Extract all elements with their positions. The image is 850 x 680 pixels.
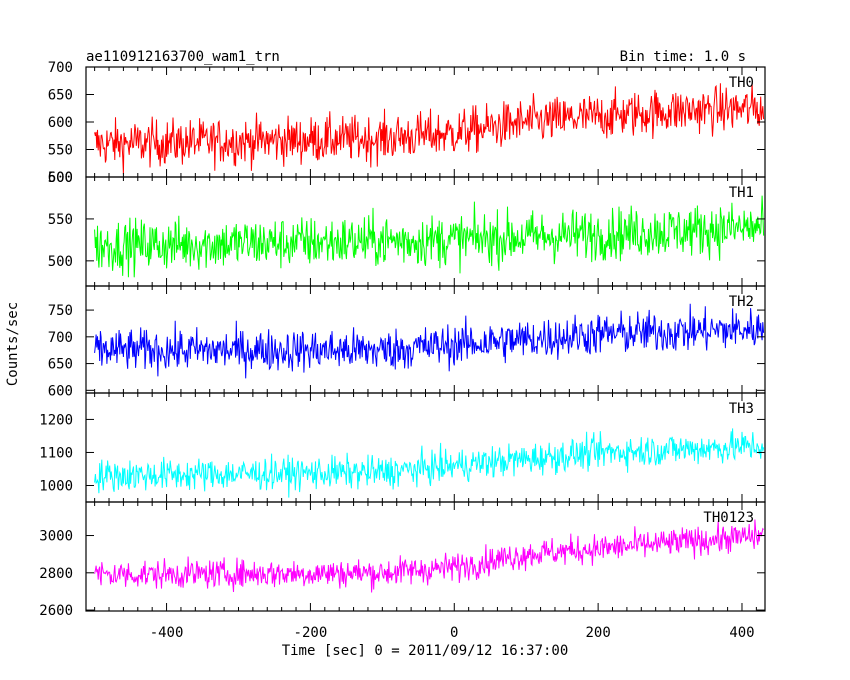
y-tick-label: 500 bbox=[48, 170, 73, 186]
y-tick-label: 1000 bbox=[39, 478, 73, 494]
y-tick-label: 700 bbox=[48, 330, 73, 346]
y-tick-label: 2600 bbox=[39, 603, 73, 619]
y-tick-label: 1100 bbox=[39, 445, 73, 461]
x-axis-label: Time [sec] 0 = 2011/09/12 16:37:00 bbox=[282, 643, 569, 659]
bin-time-label: Bin time: 1.0 s bbox=[620, 49, 746, 65]
y-tick-label: 3000 bbox=[39, 529, 73, 545]
y-tick-label: 700 bbox=[48, 60, 73, 76]
y-tick-label: 750 bbox=[48, 303, 73, 319]
y-tick-label: 2800 bbox=[39, 566, 73, 582]
x-tick-label: 0 bbox=[450, 625, 458, 641]
panel-label-th2: TH2 bbox=[729, 294, 754, 310]
x-tick-label: 200 bbox=[585, 625, 610, 641]
y-tick-label: 1200 bbox=[39, 412, 73, 428]
panel-frame-th1 bbox=[85, 176, 766, 287]
series-line-th0123 bbox=[94, 519, 764, 593]
y-tick-label: 500 bbox=[48, 254, 73, 270]
panel-label-th1: TH1 bbox=[729, 185, 754, 201]
panels-group: 500 550 600 650 700 TH0 500 550 600 TH1 600 650 700 7… bbox=[39, 60, 766, 641]
panel-label-th0: TH0 bbox=[729, 75, 754, 91]
y-tick-label: 550 bbox=[48, 212, 73, 228]
panel-label-th0123: TH0123 bbox=[703, 510, 754, 526]
y-tick-label: 650 bbox=[48, 88, 73, 104]
series-line-th0 bbox=[94, 83, 765, 174]
y-tick-label: 600 bbox=[48, 170, 73, 186]
series-line-th3 bbox=[94, 428, 765, 498]
x-tick-label: 400 bbox=[729, 625, 754, 641]
panel-frame-th3 bbox=[85, 392, 766, 503]
y-tick-label: 600 bbox=[48, 115, 73, 131]
x-tick-label: -400 bbox=[150, 625, 184, 641]
series-line-th2 bbox=[94, 303, 765, 379]
series-line-th1 bbox=[94, 195, 765, 278]
panel-label-th3: TH3 bbox=[729, 401, 754, 417]
y-axis-label: Counts/sec bbox=[5, 302, 21, 386]
x-tick-label: -200 bbox=[294, 625, 328, 641]
chart-title: ae110912163700_wam1_trn bbox=[86, 49, 280, 65]
y-tick-label: 650 bbox=[48, 357, 73, 373]
y-tick-label: 600 bbox=[48, 383, 73, 399]
y-tick-label: 550 bbox=[48, 143, 73, 159]
